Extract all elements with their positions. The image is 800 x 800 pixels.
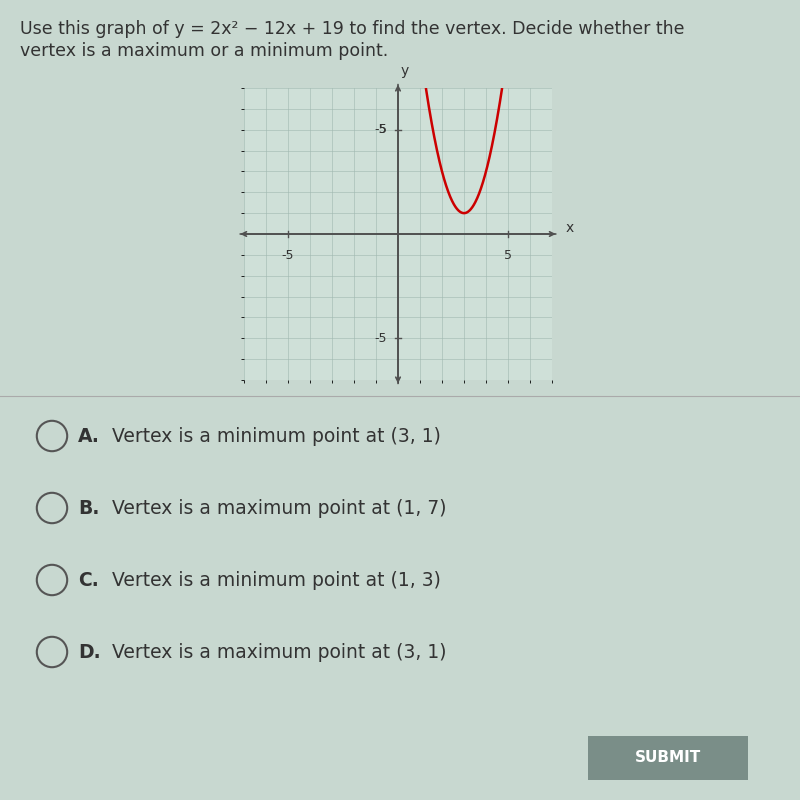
Text: -5: -5 [282,249,294,262]
Text: 5: 5 [504,249,512,262]
Text: B.: B. [78,498,100,518]
Text: C.: C. [78,570,99,590]
Text: A.: A. [78,426,100,446]
Text: Vertex is a minimum point at (3, 1): Vertex is a minimum point at (3, 1) [112,426,441,446]
Text: D.: D. [78,642,101,662]
Text: Vertex is a minimum point at (1, 3): Vertex is a minimum point at (1, 3) [112,570,441,590]
Text: Vertex is a maximum point at (3, 1): Vertex is a maximum point at (3, 1) [112,642,446,662]
Text: -5: -5 [374,332,387,345]
Text: -5: -5 [374,123,387,136]
Text: vertex is a maximum or a minimum point.: vertex is a maximum or a minimum point. [20,42,388,60]
Text: y: y [401,63,409,78]
FancyBboxPatch shape [575,733,761,783]
Text: SUBMIT: SUBMIT [635,750,701,766]
Text: Use this graph of y = 2x² − 12x + 19 to find the vertex. Decide whether the: Use this graph of y = 2x² − 12x + 19 to … [20,20,685,38]
Text: Vertex is a maximum point at (1, 7): Vertex is a maximum point at (1, 7) [112,498,446,518]
Text: 5: 5 [379,123,387,136]
Text: x: x [565,221,574,234]
